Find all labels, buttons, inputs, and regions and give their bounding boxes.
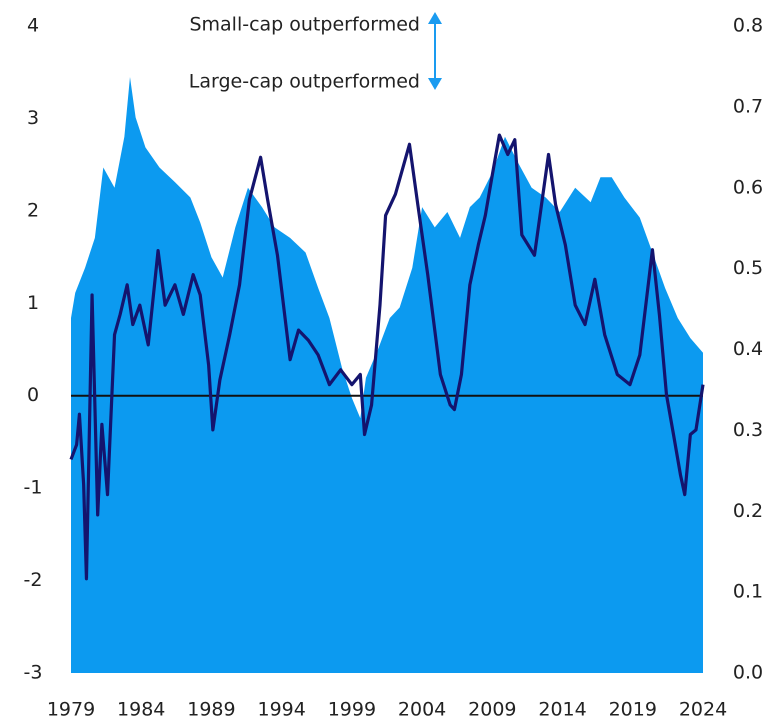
- x-tick-label: 2019: [609, 699, 657, 721]
- y2-tick-label: 0.1: [733, 581, 763, 603]
- x-tick-label: 1989: [187, 699, 235, 721]
- annotation: Small-cap outperformed: [189, 14, 420, 36]
- area: [71, 76, 703, 674]
- y-tick-label: -1: [24, 477, 43, 499]
- y-tick-label: 0: [27, 384, 39, 406]
- y2-tick-label: 0.0: [733, 662, 763, 684]
- y2-tick-label: 0.3: [733, 419, 763, 441]
- y2-tick-label: 0.2: [733, 500, 763, 522]
- x-tick-label: 2014: [538, 699, 586, 721]
- y-tick-label: -3: [24, 662, 43, 684]
- arrow-head-down: [428, 78, 442, 90]
- arrow-head-up: [428, 12, 442, 24]
- line: [69, 133, 705, 581]
- y2-tick-label: 0.4: [733, 338, 763, 360]
- y-tick-label: 1: [27, 292, 39, 314]
- y-tick-label: 3: [27, 107, 39, 129]
- annotation: Large-cap outperformed: [189, 71, 420, 93]
- x-tick-label: 1994: [257, 699, 305, 721]
- x-tick-label: 2024: [679, 699, 727, 721]
- y2-tick-label: 0.5: [733, 257, 763, 279]
- y2-tick-label: 0.8: [733, 15, 763, 37]
- y-tick-label: 2: [27, 199, 39, 221]
- y-tick-label: 4: [27, 15, 39, 37]
- x-tick-label: 2004: [398, 699, 446, 721]
- y2-tick-label: 0.7: [733, 95, 763, 117]
- x-tick-label: 1999: [328, 699, 376, 721]
- x-tick-label: 1979: [47, 699, 95, 721]
- x-tick-label: 2009: [468, 699, 516, 721]
- x-tick-label: 1984: [117, 699, 165, 721]
- y2-tick-label: 0.6: [733, 176, 763, 198]
- y-tick-label: -2: [24, 569, 43, 591]
